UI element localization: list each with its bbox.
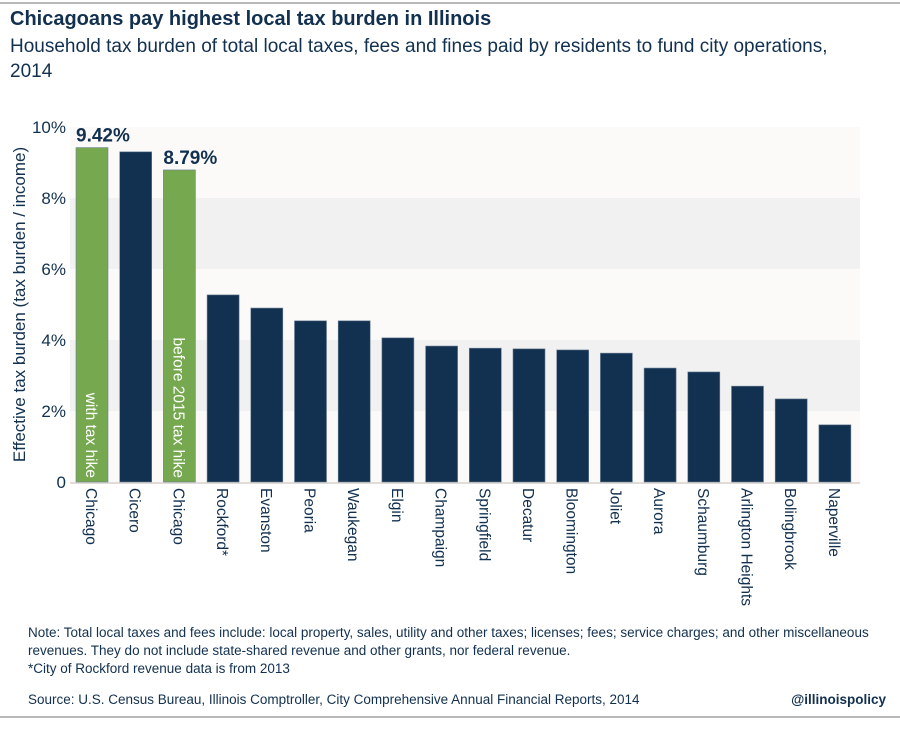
x-tick-label: Naperville — [825, 488, 842, 557]
x-tick-label: Bolingbrook — [781, 488, 798, 570]
x-tick-label: Joliet — [606, 488, 623, 525]
y-tick-label: 8% — [41, 189, 66, 208]
x-tick-label: Rockford* — [213, 488, 230, 556]
chart-title: Chicagoans pay highest local tax burden … — [10, 8, 492, 30]
grid-band — [70, 411, 860, 482]
x-tick-label: Chicago — [82, 488, 99, 545]
data-label: 8.79% — [163, 148, 217, 169]
y-tick-label: 0 — [57, 473, 66, 492]
top-divider — [0, 2, 900, 4]
x-tick-label: Champaign — [432, 488, 449, 567]
grid-band — [70, 127, 860, 198]
note-text: Note: Total local taxes and fees include… — [28, 625, 869, 658]
bar-annotation: before 2015 tax hike — [169, 338, 186, 478]
twitter-handle: @illinoispolicy — [791, 692, 886, 707]
x-tick-label: Arlington Heights — [738, 488, 755, 606]
x-tick-label: Peoria — [301, 488, 318, 533]
x-tick-label: Decatur — [519, 488, 536, 542]
bar-rockford- — [206, 294, 240, 483]
y-axis-label: Effective tax burden (tax burden / incom… — [10, 147, 29, 462]
x-tick-label: Evanston — [257, 488, 274, 553]
bar-elgin — [381, 337, 415, 483]
source-text: Source: U.S. Census Bureau, Illinois Com… — [28, 692, 640, 707]
bar-springfield — [468, 347, 502, 483]
y-tick-label: 2% — [41, 402, 66, 421]
data-label: 9.42% — [76, 126, 130, 147]
bar-bloomington — [556, 349, 590, 483]
x-tick-label: Schaumburg — [694, 488, 711, 576]
y-tick-label: 10% — [32, 118, 66, 137]
bar-decatur — [512, 348, 546, 483]
bar-cicero — [119, 151, 152, 483]
chart-note: Note: Total local taxes and fees include… — [28, 624, 888, 678]
x-tick-label: Waukegan — [344, 488, 361, 562]
x-tick-label: Elgin — [388, 488, 405, 522]
grid-band — [70, 340, 860, 411]
bar-champaign — [425, 345, 458, 483]
bar-evanston — [250, 307, 284, 483]
bottom-divider — [0, 716, 900, 718]
x-tick-label: Bloomington — [563, 488, 580, 574]
x-tick-label: Chicago — [169, 488, 186, 545]
x-tick-label: Aurora — [650, 488, 667, 535]
footnote-text: *City of Rockford revenue data is from 2… — [28, 661, 290, 676]
bar-naperville — [818, 424, 852, 483]
bar-chicago — [75, 147, 109, 483]
bar-annotation: with tax hike — [82, 392, 99, 478]
bar-bolingbrook — [774, 398, 808, 483]
bar-schaumburg — [687, 371, 721, 483]
x-tick-label: Cicero — [126, 488, 143, 533]
y-tick-label: 6% — [41, 260, 66, 279]
bar-joliet — [600, 352, 633, 483]
y-tick-label: 4% — [41, 331, 66, 350]
bar-aurora — [643, 367, 677, 483]
grid-band — [70, 198, 860, 269]
grid-band — [70, 269, 860, 340]
bar-peoria — [294, 320, 327, 483]
x-tick-label: Springfield — [475, 488, 492, 561]
bar-waukegan — [337, 320, 371, 483]
bar-arlington-heights — [731, 385, 764, 483]
chart-subtitle: Household tax burden of total local taxe… — [10, 36, 828, 82]
bar-chicago — [163, 169, 196, 483]
